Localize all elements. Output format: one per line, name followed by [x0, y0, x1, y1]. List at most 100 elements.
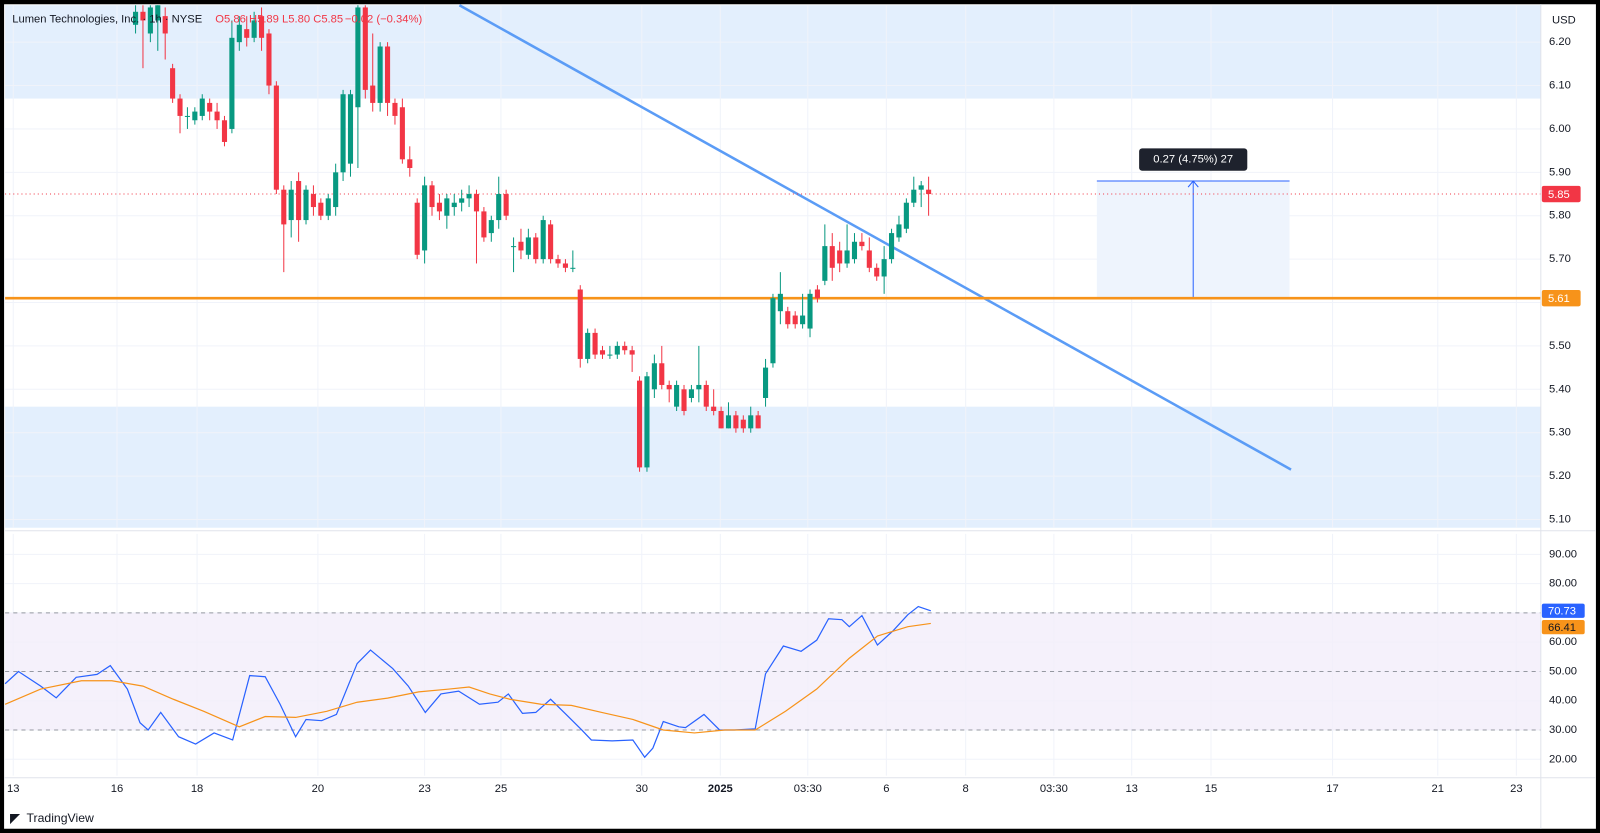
- x-tick-label: 30: [636, 783, 648, 795]
- zone: [5, 406, 1541, 528]
- y-tick-label: 90.00: [1549, 548, 1577, 560]
- candle-body: [407, 159, 413, 168]
- x-tick-label: 2025: [708, 783, 733, 795]
- candle-body: [310, 194, 316, 208]
- candle-body: [236, 24, 242, 43]
- y-tick-label: 5.30: [1549, 427, 1571, 439]
- currency-label: USD: [1552, 15, 1576, 27]
- y-tick-label: 5.20: [1549, 470, 1571, 482]
- candle-body: [881, 259, 887, 277]
- candle-body: [829, 246, 835, 268]
- candle-body: [288, 189, 294, 221]
- y-tick-label: 20.00: [1549, 753, 1577, 765]
- candle-body: [918, 185, 924, 190]
- measure-label: 0.27 (4.75%) 27: [1153, 154, 1233, 166]
- candle-body: [681, 389, 687, 411]
- candle-body: [370, 85, 376, 103]
- candle-body: [436, 202, 442, 212]
- candle-body: [392, 102, 398, 116]
- candle-body: [518, 241, 524, 251]
- candle-body: [318, 202, 324, 216]
- candle-body: [444, 198, 450, 216]
- candle-body: [533, 237, 539, 260]
- x-tick-label: 23: [418, 783, 430, 795]
- x-tick-label: 03:30: [1040, 783, 1068, 795]
- candle-body: [859, 241, 865, 247]
- candle-body: [911, 189, 917, 203]
- candle-body: [807, 293, 813, 329]
- candle-body: [266, 33, 272, 86]
- candle-body: [132, 11, 139, 25]
- candle-body: [785, 311, 791, 325]
- candle-body: [355, 7, 361, 108]
- x-tick-label: 23: [1510, 783, 1522, 795]
- candle-body: [592, 332, 598, 355]
- measure-tooltip: [1139, 148, 1248, 171]
- candle-body: [688, 389, 694, 398]
- candle-body: [451, 202, 457, 208]
- candle-body: [303, 189, 309, 221]
- candle-body: [459, 198, 465, 203]
- candle-body: [740, 419, 746, 429]
- candle-body: [614, 345, 620, 355]
- candle-body: [207, 102, 213, 112]
- candle-body: [548, 224, 554, 260]
- candle-body: [362, 7, 368, 90]
- rsi-value-badge: [1541, 603, 1585, 618]
- candle-body: [192, 111, 198, 121]
- candle-body: [244, 29, 250, 38]
- candle-body: [399, 107, 405, 160]
- candle-body: [414, 202, 420, 255]
- candle-body: [562, 263, 568, 268]
- candle-body: [333, 172, 339, 208]
- candle-body: [777, 293, 783, 312]
- candle-body: [585, 332, 591, 359]
- candle-body: [281, 189, 287, 225]
- candle-body: [384, 46, 391, 103]
- y-tick-label: 5.10: [1549, 513, 1571, 525]
- candle-body: [837, 250, 843, 264]
- candle-body: [755, 415, 761, 429]
- candle-body: [725, 415, 732, 429]
- y-tick-label: 5.70: [1549, 253, 1571, 265]
- candle-body: [347, 94, 354, 164]
- rsi-value-label: 66.41: [1548, 622, 1576, 634]
- x-tick-label: 21: [1432, 783, 1444, 795]
- candle-body: [325, 198, 331, 216]
- x-tick-label: 6: [883, 783, 889, 795]
- candle-body: [481, 211, 487, 238]
- y-tick-label: 6.20: [1549, 36, 1571, 48]
- candle-body: [644, 376, 650, 468]
- candle-body: [770, 298, 776, 364]
- candle-body: [903, 202, 909, 229]
- candle-body: [577, 289, 583, 359]
- candle-body: [540, 220, 546, 260]
- brand-logo: ◤: [9, 811, 20, 825]
- candle-body: [926, 189, 932, 195]
- candle-body: [473, 194, 480, 212]
- price-line-label-badge: [1541, 290, 1581, 307]
- candle-body: [629, 350, 635, 355]
- candle-body: [570, 267, 576, 269]
- measure-arrowhead: [1187, 180, 1199, 188]
- x-tick-label: 8: [963, 783, 969, 795]
- candle-body: [703, 384, 709, 407]
- price-line-label: 5.61: [1548, 293, 1570, 305]
- candle-body: [273, 85, 279, 190]
- x-tick-label: 17: [1326, 783, 1338, 795]
- y-tick-label: 5.90: [1549, 166, 1571, 178]
- x-tick-label: 20: [312, 783, 324, 795]
- candle-body: [503, 194, 509, 216]
- x-tick-label: 25: [495, 783, 507, 795]
- candle-body: [221, 120, 228, 142]
- y-tick-label: 30.00: [1549, 724, 1577, 736]
- candle-body: [510, 246, 517, 248]
- symbol-title: Lumen Technologies, Inc. · 1h · NYSE: [12, 14, 202, 26]
- candle-body: [340, 94, 346, 173]
- y-tick-label: 40.00: [1549, 695, 1577, 707]
- candle-body: [874, 267, 880, 277]
- candle-body: [555, 259, 561, 264]
- candle-body: [851, 241, 858, 260]
- candle-body: [229, 37, 235, 129]
